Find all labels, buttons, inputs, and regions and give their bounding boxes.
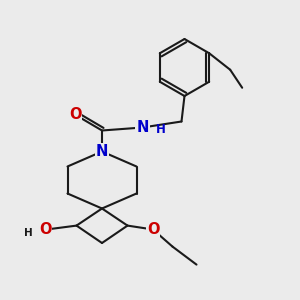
Text: O: O bbox=[147, 222, 159, 237]
Text: H: H bbox=[156, 123, 166, 136]
Text: O: O bbox=[39, 222, 51, 237]
Text: N: N bbox=[136, 120, 149, 135]
Text: H: H bbox=[24, 228, 33, 238]
Text: N: N bbox=[96, 144, 108, 159]
Text: O: O bbox=[69, 107, 81, 122]
